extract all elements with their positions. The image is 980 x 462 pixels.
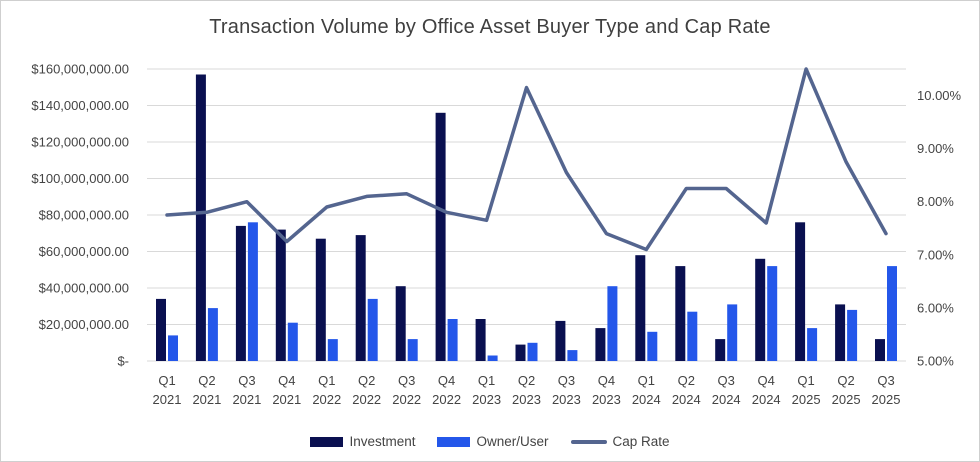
bar (715, 339, 726, 361)
left-axis-tick-label: $80,000,000.00 (39, 208, 129, 223)
bar (635, 255, 646, 361)
legend-item-owner-user: Owner/User (437, 434, 549, 449)
x-axis-category-label: Q2 2022 (352, 373, 381, 407)
bar (487, 355, 498, 361)
right-axis-tick-label: 5.00% (917, 354, 954, 369)
x-axis-category-label: Q3 2025 (872, 373, 901, 407)
right-axis-tick-label: 7.00% (917, 247, 954, 262)
bar (367, 298, 378, 361)
left-axis-tick-label: $100,000,000.00 (31, 171, 129, 186)
x-axis-category-label: Q1 2021 (153, 373, 182, 407)
x-axis-category-label: Q2 2021 (192, 373, 221, 407)
left-axis-labels: $160,000,000.00 $140,000,000.00 $120,000,0… (31, 62, 129, 369)
bars-owner-user (168, 222, 897, 362)
x-axis-labels: Q1 2021 Q2 2021 Q3 2021 Q4 2021 Q1 2022 Q2 2022 Q3 20… (153, 373, 901, 407)
bar (675, 266, 686, 361)
left-axis-tick-label: $60,000,000.00 (39, 244, 129, 259)
right-axis-tick-label: 6.00% (917, 300, 954, 315)
bar (235, 225, 246, 361)
chart-title: Transaction Volume by Office Asset Buyer… (209, 16, 771, 38)
legend-item-cap-rate: Cap Rate (570, 434, 670, 449)
bar (567, 350, 578, 361)
bar (647, 331, 658, 361)
bar (555, 320, 566, 361)
bar (395, 286, 406, 361)
x-axis-category-label: Q4 2021 (272, 373, 301, 407)
x-axis-category-label: Q3 2024 (712, 373, 741, 407)
x-axis-category-label: Q1 2025 (792, 373, 821, 407)
bar (407, 339, 418, 361)
bar (447, 319, 458, 361)
legend-label-investment: Investment (349, 434, 416, 449)
bar (327, 339, 338, 361)
investment-swatch-icon (310, 436, 344, 447)
x-axis-category-label: Q4 2022 (432, 373, 461, 407)
bar (875, 339, 885, 361)
left-axis-tick-label: $140,000,000.00 (31, 98, 129, 113)
cap-rate-line (165, 67, 888, 252)
bar (475, 319, 486, 361)
cap-rate-line-swatch-icon (570, 439, 607, 444)
bar (275, 229, 286, 361)
right-axis-tick-label: 8.00% (917, 194, 954, 209)
bar (847, 309, 858, 361)
left-axis-tick-label: $- (117, 354, 129, 369)
bar (247, 222, 258, 361)
bar (767, 266, 778, 361)
left-axis-tick-label: $120,000,000.00 (31, 135, 129, 150)
bar (287, 322, 298, 361)
bar (315, 238, 326, 361)
x-axis-category-label: Q1 2022 (312, 373, 341, 407)
bar (515, 344, 526, 361)
legend-item-investment: Investment (310, 434, 415, 449)
legend-label-owner-user: Owner/User (476, 434, 549, 449)
bar (687, 311, 698, 361)
bar (755, 258, 766, 361)
bar (887, 266, 897, 361)
bar (355, 235, 366, 361)
x-axis-category-label: Q4 2024 (752, 373, 781, 407)
owner-user-swatch-icon (437, 436, 471, 447)
bars-investment (156, 74, 885, 361)
left-axis-tick-label: $160,000,000.00 (31, 62, 129, 77)
bar (435, 112, 446, 361)
x-axis-category-label: Q3 2021 (232, 373, 261, 407)
bar (156, 298, 166, 361)
x-axis-category-label: Q4 2023 (592, 373, 621, 407)
x-axis-category-label: Q2 2025 (832, 373, 861, 407)
bar (807, 328, 818, 361)
x-axis-category-label: Q2 2024 (672, 373, 701, 407)
left-axis-tick-label: $40,000,000.00 (39, 281, 129, 296)
bar (207, 308, 218, 361)
bar (168, 335, 178, 361)
x-axis-category-label: Q3 2023 (552, 373, 581, 407)
right-axis-tick-label: 9.00% (917, 141, 954, 156)
bar (727, 304, 738, 361)
right-axis-labels: 10.00% 9.00% 8.00% 7.00% 6.00% 5.00% (917, 88, 962, 369)
bar (527, 342, 538, 362)
bar (195, 74, 206, 361)
right-axis-tick-label: 10.00% (917, 88, 962, 103)
x-axis-category-label: Q3 2022 (392, 373, 421, 407)
bar (795, 222, 806, 361)
bar (595, 328, 606, 361)
bar (607, 286, 618, 361)
bar (835, 304, 846, 361)
x-axis-category-label: Q1 2023 (472, 373, 501, 407)
x-axis-category-label: Q1 2024 (632, 373, 661, 407)
chart-legend: Investment Owner/User Cap Rate (1, 434, 979, 449)
x-axis-category-label: Q2 2023 (512, 373, 541, 407)
legend-label-cap-rate: Cap Rate (612, 434, 670, 449)
left-axis-tick-label: $20,000,000.00 (39, 317, 129, 332)
